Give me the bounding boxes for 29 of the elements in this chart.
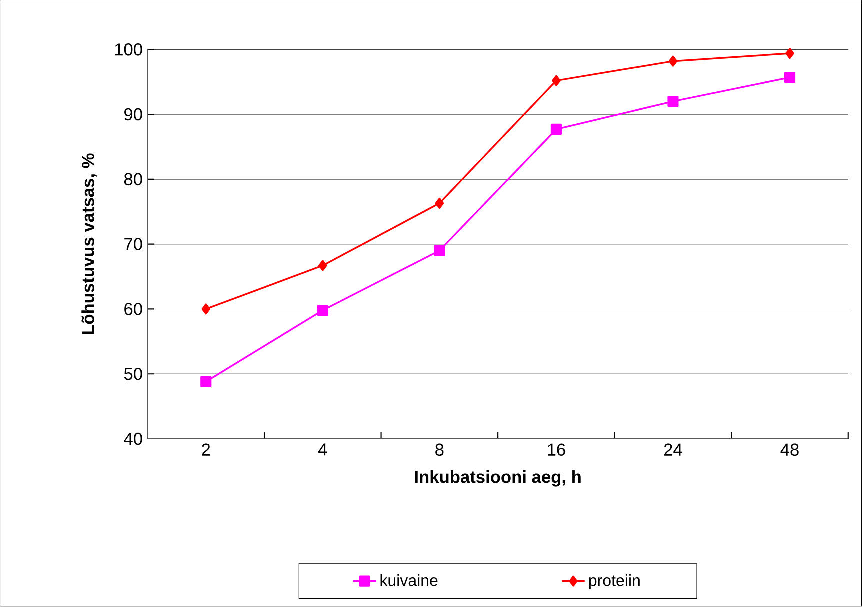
y-tick-label: 70 (124, 238, 142, 251)
x-tick-label: 2 (202, 444, 210, 456)
point (786, 48, 794, 60)
x-tick-label: 48 (780, 444, 799, 456)
legend-label: kuivaine (380, 574, 438, 586)
y-tick-label: 60 (124, 303, 142, 316)
point (318, 260, 328, 272)
point (200, 376, 212, 388)
point (550, 124, 562, 136)
y-tick-label: 80 (124, 173, 142, 186)
x-tick-label: 4 (318, 444, 328, 456)
point (317, 305, 328, 316)
point (668, 56, 678, 67)
y-tick-label: 50 (124, 368, 142, 380)
y-tick-label: 40 (124, 432, 142, 446)
x-tick-label: 8 (436, 444, 444, 456)
y-tick-label: 90 (124, 108, 142, 121)
point (784, 72, 796, 84)
point (435, 198, 444, 210)
legend-label: proteiin (589, 574, 640, 590)
x-axis-title: Inkubatsiooni aeg, h (415, 470, 581, 487)
point (668, 96, 679, 108)
x-tick-label: 24 (664, 444, 682, 456)
y-axis-title: Lõhustuvus vatsas, % (82, 154, 97, 334)
x-tick-label: 16 (548, 444, 566, 456)
point (552, 75, 561, 86)
point (434, 245, 446, 256)
y-tick-label: 100 (115, 44, 142, 56)
point (202, 304, 211, 315)
